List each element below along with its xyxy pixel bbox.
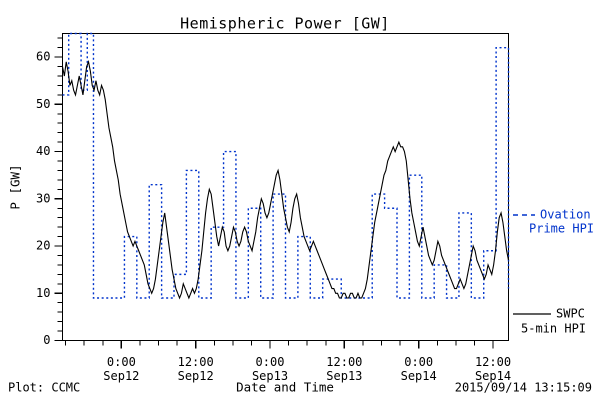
y-tick-label: 60 [36, 50, 50, 64]
x-tick-label-time: 12:00 [178, 355, 214, 369]
x-tick-label-date: Sep12 [103, 369, 139, 383]
x-tick-label-date: Sep14 [401, 369, 437, 383]
y-axis-label: P [GW] [8, 164, 23, 209]
legend-label-ovation-line1: Ovation [540, 208, 591, 222]
y-tick-label: 10 [36, 286, 50, 300]
x-tick-label-date: Sep12 [178, 369, 214, 383]
x-tick-label-date: Sep14 [475, 369, 511, 383]
legend-label-swpc-line2: 5-min HPI [521, 322, 586, 336]
x-tick-label-time: 0:00 [256, 355, 285, 369]
x-axis-label: Date and Time [236, 380, 334, 395]
data-series-group [61, 32, 510, 300]
y-tick-label: 40 [36, 144, 50, 158]
legend: Ovation Prime HPI SWPC 5-min HPI [513, 208, 594, 336]
x-axis: 0:00Sep1212:00Sep120:00Sep1312:00Sep130:… [65, 340, 511, 383]
y-tick-label: 30 [36, 191, 50, 205]
x-tick-label-time: 0:00 [404, 355, 433, 369]
x-tick-label-time: 12:00 [326, 355, 362, 369]
y-tick-label: 50 [36, 97, 50, 111]
x-tick-label-date: Sep13 [252, 369, 288, 383]
y-tick-label: 0 [43, 333, 50, 347]
legend-label-ovation-line2: Prime HPI [529, 222, 594, 236]
generation-timestamp: 2015/09/14 13:15:09 [455, 381, 592, 395]
y-axis: 0 10 20 30 40 50 60 [36, 37, 63, 347]
x-tick-label-time: 0:00 [107, 355, 136, 369]
x-tick-label-time: 12:00 [475, 355, 511, 369]
chart-title: Hemispheric Power [GW] [180, 15, 390, 33]
plot-credit: Plot: CCMC [8, 381, 80, 395]
legend-label-swpc-line1: SWPC [556, 307, 585, 321]
y-tick-label: 20 [36, 239, 50, 253]
series-line-swpc-5min-hpi [61, 59, 510, 300]
x-tick-label-date: Sep13 [326, 369, 362, 383]
